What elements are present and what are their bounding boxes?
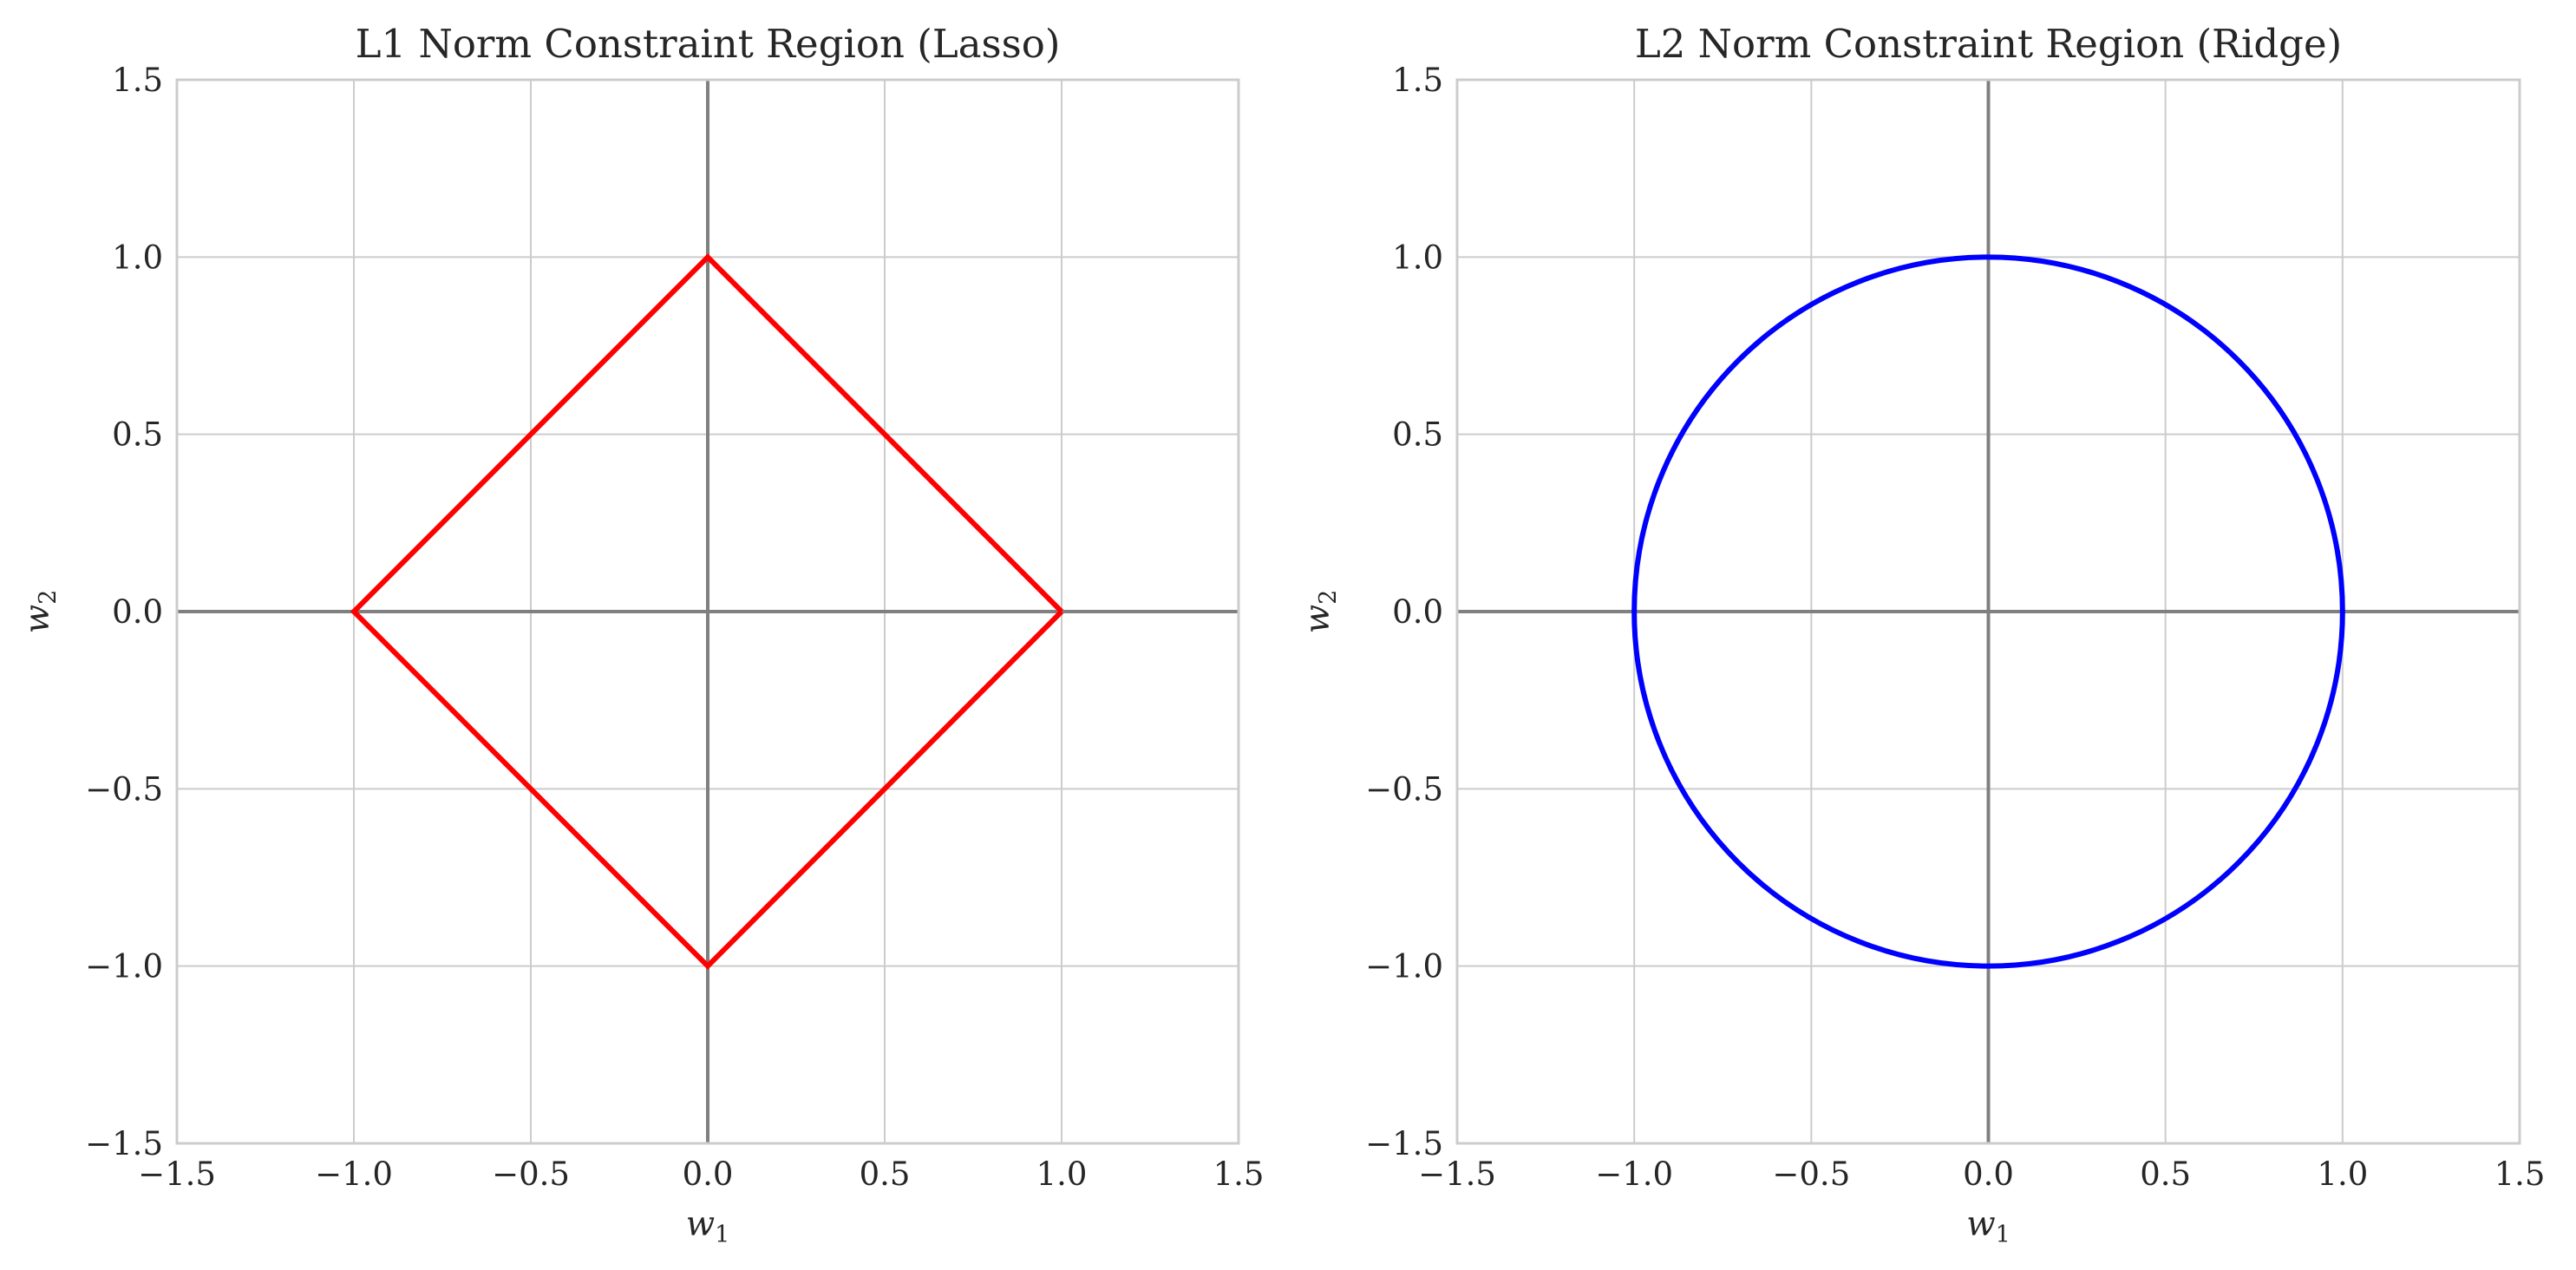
x-tick-label: 1.5: [1213, 1155, 1265, 1193]
series-line-l1-diamond: [350, 253, 1064, 970]
chart-panel-2: −1.5 −1.0 −0.5 0.0 0.5 1.0 1.5 −1.5 −1.0 −0.5 0.0 0…: [1298, 21, 2545, 1248]
y-tick-label: −1.5: [1365, 1125, 1443, 1162]
x-tick-label: 1.0: [1036, 1155, 1088, 1193]
x-tick-label: 0.5: [2140, 1155, 2191, 1193]
x-tick-label: 0.0: [1963, 1155, 2014, 1193]
y-tick-label: 0.0: [112, 593, 163, 631]
y-tick-label: 0.0: [1392, 593, 1443, 631]
chart-title: L2 Norm Constraint Region (Ridge): [1635, 21, 2342, 67]
plot-frame: [1455, 78, 2521, 1145]
chart-panel-1: −1.5 −1.0 −0.5 0.0 0.5 1.0 1.5 −1.5 −1.0 −0.5 0.0 0…: [18, 21, 1264, 1248]
y-tick-label: 0.5: [112, 416, 163, 454]
y-tick-label: 0.5: [1392, 416, 1443, 454]
x-tick-label: −1.0: [1595, 1155, 1673, 1193]
y-tick-label: 1.0: [112, 239, 163, 276]
y-tick-label: 1.5: [1392, 62, 1443, 99]
x-tick-label: −1.0: [315, 1155, 393, 1193]
x-tick-label: −1.5: [138, 1155, 216, 1193]
x-tick-label: 0.5: [860, 1155, 911, 1193]
x-axis-label: w1: [1966, 1205, 2010, 1248]
x-tick-label: −1.5: [1418, 1155, 1496, 1193]
x-tick-label: 1.0: [2317, 1155, 2368, 1193]
y-tick-label: −0.5: [85, 770, 163, 808]
x-tick-label: −0.5: [1772, 1155, 1850, 1193]
plot-frame: [175, 78, 1240, 1145]
x-tick-label: −0.5: [492, 1155, 570, 1193]
y-axis-label: w2: [1298, 590, 1342, 634]
x-tick-label: 1.5: [2494, 1155, 2546, 1193]
x-tick-label: 0.0: [683, 1155, 734, 1193]
x-axis-label: w1: [686, 1205, 730, 1248]
y-tick-label: 1.0: [1392, 239, 1443, 276]
y-tick-label: 1.5: [112, 62, 163, 99]
chart-title: L1 Norm Constraint Region (Lasso): [356, 21, 1061, 67]
series-line-l2-circle: [1631, 254, 2345, 969]
y-axis-label: w2: [18, 590, 62, 634]
y-tick-label: −1.0: [1365, 948, 1443, 985]
y-tick-label: −0.5: [1365, 770, 1443, 808]
y-tick-label: −1.0: [85, 948, 163, 985]
y-tick-label: −1.5: [85, 1125, 163, 1162]
